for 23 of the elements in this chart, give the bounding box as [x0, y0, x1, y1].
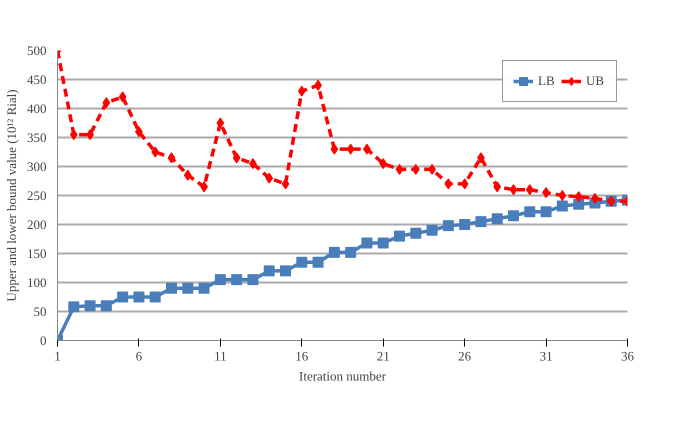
x-tick-label: 16 — [295, 348, 309, 364]
legend-label: LB — [538, 73, 556, 89]
x-tick-label: 21 — [376, 348, 390, 364]
legend-label: UB — [586, 73, 606, 89]
y-tick-label: 500 — [27, 43, 46, 58]
x-tick-label: 26 — [458, 348, 472, 364]
y-tick-label: 350 — [27, 130, 46, 145]
y-tick-label: 250 — [27, 188, 46, 203]
x-axis-title: Iteration number — [299, 368, 387, 384]
x-tick-label: 31 — [540, 348, 553, 364]
y-tick-label: 150 — [27, 246, 46, 261]
x-tick-label: 36 — [621, 348, 634, 364]
y-axis-title: Upper and lower bound value (10¹² Rial) — [4, 89, 19, 302]
y-tick-label: 300 — [27, 159, 46, 174]
x-tick-label: 11 — [214, 348, 227, 364]
y-tick-label: 400 — [27, 101, 46, 116]
y-tick-label: 200 — [27, 217, 46, 232]
x-tick-label: 1 — [54, 348, 61, 364]
y-tick-label: 450 — [27, 72, 46, 87]
x-tick-label: 6 — [136, 348, 143, 364]
y-tick-label: 0 — [40, 333, 46, 348]
y-tick-label: 50 — [34, 304, 46, 319]
y-tick-label: 100 — [27, 275, 46, 290]
